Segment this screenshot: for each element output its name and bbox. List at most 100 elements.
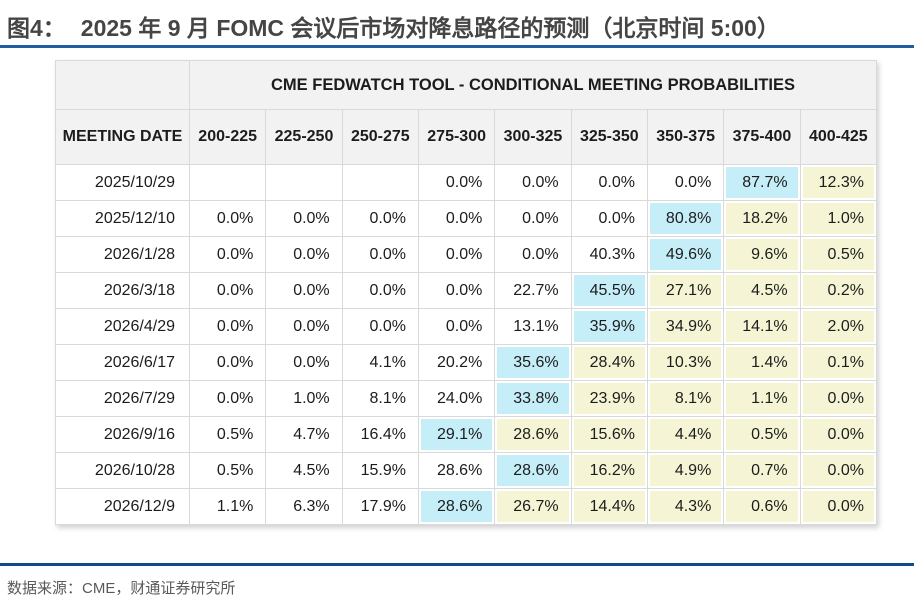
column-header-row: MEETING DATE 200-225 225-250 250-275 275… xyxy=(55,109,878,165)
probability-cell: 0.0% xyxy=(265,200,343,237)
meeting-date-cell: 2026/12/9 xyxy=(55,488,190,525)
probability-cell: 0.0% xyxy=(188,272,267,309)
probability-cell: 23.9% xyxy=(570,380,648,417)
probability-cell xyxy=(265,164,343,201)
footer-divider xyxy=(0,563,914,566)
probability-cell: 0.0% xyxy=(799,416,878,453)
table-row: 2026/12/9 1.1% 6.3% 17.9% 28.6% 26.7% 14.4% 4.3… xyxy=(55,488,878,525)
probability-cell: 0.0% xyxy=(265,308,343,345)
meeting-date-cell: 2026/7/29 xyxy=(55,380,190,417)
probability-cell: 0.0% xyxy=(417,272,496,309)
meeting-date-cell: 2026/9/16 xyxy=(55,416,190,453)
probability-cell: 0.0% xyxy=(417,200,496,237)
probability-cell: 29.1% xyxy=(417,416,496,453)
table-row: 2026/1/28 0.0% 0.0% 0.0% 0.0% 0.0% 40.3% 49.6% 9… xyxy=(55,236,878,273)
corner-cell xyxy=(55,60,190,110)
probability-cell: 18.2% xyxy=(723,200,801,237)
probability-cell: 0.5% xyxy=(188,416,267,453)
fedwatch-probability-table: CME FEDWATCH TOOL - CONDITIONAL MEETING … xyxy=(55,60,878,525)
table-title-row: CME FEDWATCH TOOL - CONDITIONAL MEETING … xyxy=(55,60,877,110)
table-row: 2026/10/28 0.5% 4.5% 15.9% 28.6% 28.6% 16.2% 4.… xyxy=(55,452,878,489)
data-source-caption: 数据来源：CME，财通证券研究所 xyxy=(7,580,236,597)
table-row: 2026/3/18 0.0% 0.0% 0.0% 0.0% 22.7% 45.5% 27.1%… xyxy=(55,272,878,309)
meeting-date-cell: 2025/10/29 xyxy=(55,164,190,201)
rate-bin-header: 350-375 xyxy=(646,109,725,165)
rate-bin-header: 275-300 xyxy=(417,109,496,165)
probability-cell: 0.0% xyxy=(188,200,267,237)
probability-cell: 0.0% xyxy=(188,236,267,273)
probability-cell: 28.6% xyxy=(494,416,572,453)
probability-cell: 1.1% xyxy=(723,380,801,417)
probability-cell: 49.6% xyxy=(646,236,725,273)
figure-number-label: 图4： xyxy=(7,15,66,41)
meeting-date-cell: 2026/10/28 xyxy=(55,452,190,489)
probability-cell: 0.0% xyxy=(341,308,419,345)
probability-cell: 33.8% xyxy=(494,380,572,417)
probability-cell: 0.7% xyxy=(723,452,801,489)
probability-cell: 4.3% xyxy=(646,488,725,525)
probability-cell: 0.0% xyxy=(341,236,419,273)
probability-cell: 4.4% xyxy=(646,416,725,453)
probability-cell: 15.6% xyxy=(570,416,648,453)
probability-cell: 8.1% xyxy=(646,380,725,417)
probability-cell: 0.6% xyxy=(723,488,801,525)
probability-cell: 1.4% xyxy=(723,344,801,381)
probability-cell: 10.3% xyxy=(646,344,725,381)
probability-cell: 0.0% xyxy=(646,164,725,201)
probability-cell: 34.9% xyxy=(646,308,725,345)
rate-bin-header: 400-425 xyxy=(799,109,878,165)
probability-cell: 9.6% xyxy=(723,236,801,273)
probability-cell: 0.0% xyxy=(188,308,267,345)
probability-cell: 4.7% xyxy=(265,416,343,453)
probability-cell: 12.3% xyxy=(799,164,878,201)
probability-cell: 45.5% xyxy=(570,272,648,309)
probability-cell: 0.0% xyxy=(494,236,572,273)
probability-cell: 20.2% xyxy=(417,344,496,381)
probability-cell: 0.0% xyxy=(799,488,878,525)
meeting-date-cell: 2026/3/18 xyxy=(55,272,190,309)
meeting-date-header: MEETING DATE xyxy=(55,109,190,165)
table-row: 2025/12/10 0.0% 0.0% 0.0% 0.0% 0.0% 0.0% 80.8% 1… xyxy=(55,200,878,237)
probability-cell: 28.6% xyxy=(494,452,572,489)
probability-cell: 14.4% xyxy=(570,488,648,525)
probability-cell: 14.1% xyxy=(723,308,801,345)
probability-cell: 0.0% xyxy=(799,452,878,489)
table-row: 2026/6/17 0.0% 0.0% 4.1% 20.2% 35.6% 28.4% 10.3… xyxy=(55,344,878,381)
probability-cell: 16.2% xyxy=(570,452,648,489)
probability-cell: 87.7% xyxy=(723,164,801,201)
table-main-header: CME FEDWATCH TOOL - CONDITIONAL MEETING … xyxy=(189,60,877,110)
probability-cell: 2.0% xyxy=(799,308,878,345)
probability-cell: 0.2% xyxy=(799,272,878,309)
figure-title-text: 2025 年 9 月 FOMC 会议后市场对降息路径的预测（北京时间 5:00） xyxy=(80,15,780,41)
probability-cell: 27.1% xyxy=(646,272,725,309)
probability-cell: 13.1% xyxy=(494,308,572,345)
probability-cell xyxy=(341,164,419,201)
probability-cell: 24.0% xyxy=(417,380,496,417)
probability-cell: 4.5% xyxy=(265,452,343,489)
probability-cell: 0.1% xyxy=(799,344,878,381)
probability-cell: 0.5% xyxy=(799,236,878,273)
rate-bin-header: 225-250 xyxy=(265,109,343,165)
probability-table-body: 2025/10/29 0.0% 0.0% 0.0% 0.0% 87.7% 12.3% 2025… xyxy=(55,164,878,525)
probability-cell: 8.1% xyxy=(341,380,419,417)
probability-cell: 0.0% xyxy=(188,344,267,381)
meeting-date-cell: 2026/1/28 xyxy=(55,236,190,273)
probability-cell: 4.1% xyxy=(341,344,419,381)
probability-cell: 0.0% xyxy=(570,200,648,237)
figure-title: 图4： 2025 年 9 月 FOMC 会议后市场对降息路径的预测（北京时间 5:… xyxy=(0,0,914,48)
probability-cell: 16.4% xyxy=(341,416,419,453)
probability-cell: 4.5% xyxy=(723,272,801,309)
probability-cell: 0.0% xyxy=(341,272,419,309)
probability-cell: 0.0% xyxy=(417,164,496,201)
probability-cell: 80.8% xyxy=(646,200,725,237)
table-row: 2025/10/29 0.0% 0.0% 0.0% 0.0% 87.7% 12.3% xyxy=(55,164,878,201)
rate-bin-header: 200-225 xyxy=(188,109,267,165)
probability-cell: 0.0% xyxy=(188,380,267,417)
table-row: 2026/7/29 0.0% 1.0% 8.1% 24.0% 33.8% 23.9% 8.1%… xyxy=(55,380,878,417)
probability-cell: 0.0% xyxy=(417,236,496,273)
rate-bin-header: 375-400 xyxy=(723,109,801,165)
rate-bin-header: 325-350 xyxy=(570,109,648,165)
meeting-date-cell: 2025/12/10 xyxy=(55,200,190,237)
probability-cell: 28.6% xyxy=(417,452,496,489)
